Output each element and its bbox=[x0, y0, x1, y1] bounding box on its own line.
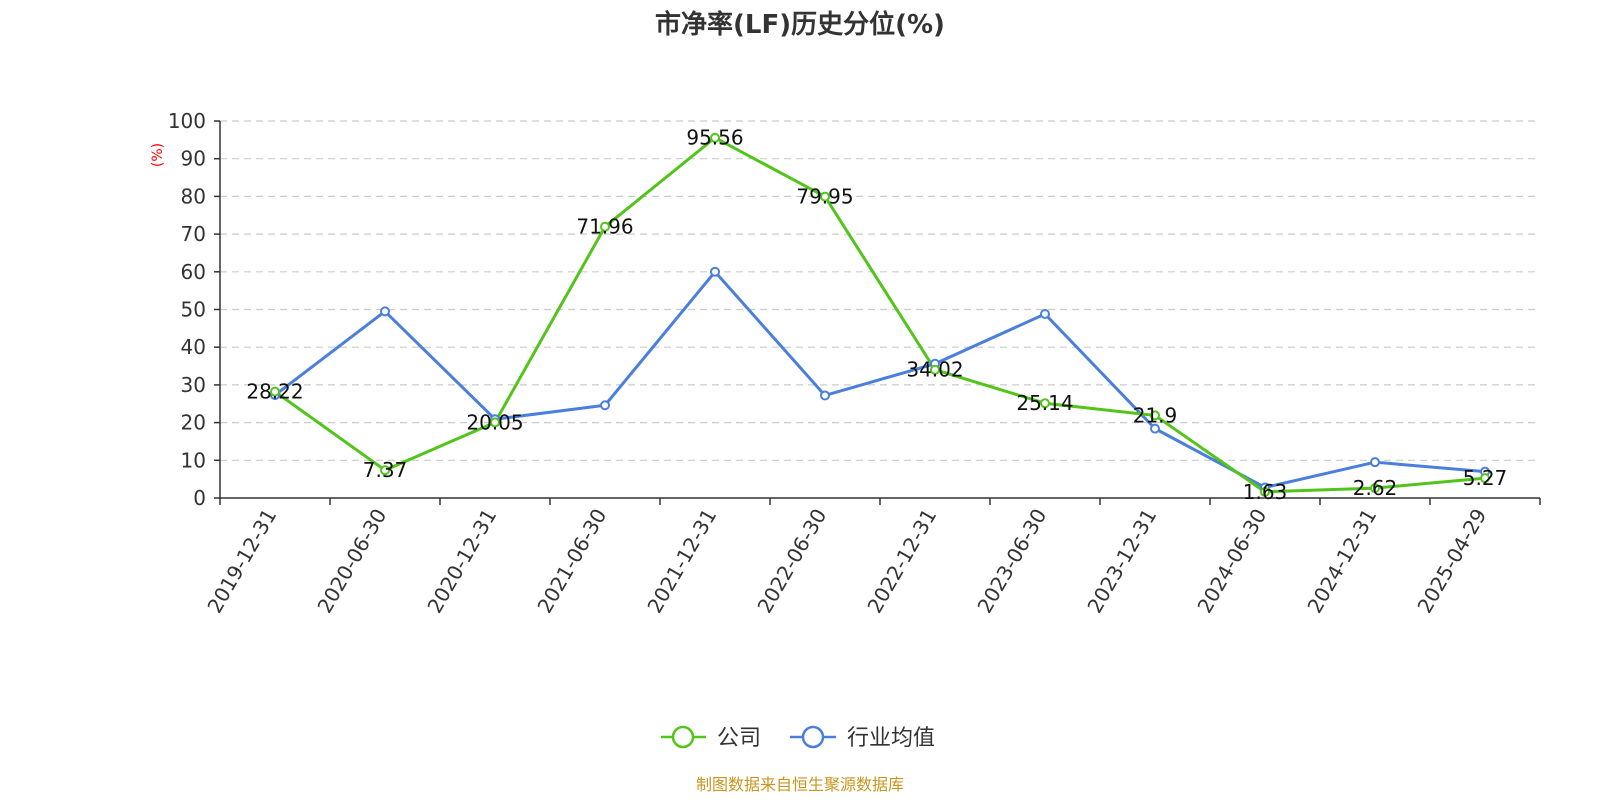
x-tick-label-2021-06-30: 2021-06-30 bbox=[532, 505, 611, 618]
y-axis-unit: (%) bbox=[150, 143, 166, 167]
series-1-point-10[interactable] bbox=[1370, 457, 1380, 468]
data-label-5: 79.95 bbox=[796, 185, 853, 209]
x-tick-label-2020-12-31: 2020-12-31 bbox=[422, 505, 501, 618]
series-1-point-3[interactable] bbox=[600, 400, 610, 411]
data-label-6: 34.02 bbox=[906, 358, 963, 382]
y-tick-label-20: 20 bbox=[181, 411, 206, 435]
data-labels: 28.22 7.37 20.05 71.96 95.56 79.95 34.02 25.14 2… bbox=[246, 126, 1507, 504]
x-tick-label-2023-06-30: 2023-06-30 bbox=[972, 505, 1051, 618]
chart-title: 市净率(LF)历史分位(%) bbox=[655, 9, 945, 40]
y-axis: 0 10 20 30 40 50 60 70 80 90 100 bbox=[168, 109, 221, 510]
legend-item-industry-avg[interactable]: 行业均值 bbox=[790, 725, 935, 751]
legend-industry-label: 行业均值 bbox=[847, 726, 935, 751]
series-1-point-4[interactable] bbox=[710, 266, 720, 277]
series-0-point-1[interactable] bbox=[380, 465, 390, 476]
series-0-point-5[interactable] bbox=[820, 191, 830, 202]
series-1-point-5[interactable] bbox=[820, 390, 830, 401]
y-tick-label-40: 40 bbox=[181, 335, 206, 359]
series-line-0 bbox=[274, 136, 1486, 494]
x-tick-label-2022-06-30: 2022-06-30 bbox=[752, 505, 831, 618]
series-0-point-2[interactable] bbox=[490, 417, 500, 428]
x-tick-label-2021-12-31: 2021-12-31 bbox=[642, 505, 721, 618]
y-tick-label-50: 50 bbox=[181, 298, 206, 322]
data-label-11: 5.27 bbox=[1463, 466, 1508, 490]
series-0-point-0[interactable] bbox=[270, 386, 280, 397]
legend-item-company[interactable]: 公司 bbox=[661, 725, 761, 751]
series-1-point-8[interactable] bbox=[1150, 423, 1160, 434]
y-tick-label-60: 60 bbox=[181, 260, 206, 284]
series-0-point-10[interactable] bbox=[1370, 483, 1380, 494]
series-0-point-3[interactable] bbox=[600, 221, 610, 232]
x-tick-label-2025-04-29: 2025-04-29 bbox=[1412, 505, 1491, 618]
x-tick-label-2019-12-31: 2019-12-31 bbox=[202, 505, 281, 618]
y-tick-label-70: 70 bbox=[181, 222, 206, 246]
y-tick-label-0: 0 bbox=[193, 486, 206, 510]
y-tick-label-100: 100 bbox=[168, 109, 206, 133]
series-0-point-11[interactable] bbox=[1480, 473, 1490, 484]
data-label-4: 95.56 bbox=[686, 126, 743, 150]
y-tick-label-10: 10 bbox=[181, 448, 206, 472]
x-tick-label-2023-12-31: 2023-12-31 bbox=[1082, 505, 1161, 618]
data-label-1: 7.37 bbox=[363, 458, 408, 482]
series-0-point-7[interactable] bbox=[1040, 398, 1050, 409]
legend-industry-marker bbox=[801, 725, 825, 749]
data-label-9: 1.63 bbox=[1243, 480, 1288, 504]
y-tick-label-90: 90 bbox=[181, 147, 206, 171]
x-tick-label-2024-12-31: 2024-12-31 bbox=[1302, 505, 1381, 618]
data-label-10: 2.62 bbox=[1353, 476, 1398, 500]
x-tick-label-2024-06-30: 2024-06-30 bbox=[1192, 505, 1271, 618]
legend-company-marker bbox=[671, 725, 695, 749]
series-1-point-7[interactable] bbox=[1040, 309, 1050, 320]
data-label-0: 28.22 bbox=[246, 380, 303, 404]
data-label-8: 21.9 bbox=[1133, 403, 1178, 427]
series-line-1 bbox=[274, 270, 1486, 489]
x-tick-label-2020-06-30: 2020-06-30 bbox=[312, 505, 391, 618]
series-0-point-4[interactable] bbox=[710, 132, 720, 143]
x-tick-label-2022-12-31: 2022-12-31 bbox=[862, 505, 941, 618]
grid-lines bbox=[220, 120, 1540, 461]
legend-company-label: 公司 bbox=[717, 726, 761, 751]
legend: 公司 行业均值 bbox=[661, 725, 935, 751]
source-note: 制图数据来自恒生聚源数据库 bbox=[696, 775, 904, 794]
x-axis: 2019-12-31 2020-06-30 2020-12-31 2021-06-30… bbox=[202, 497, 1541, 618]
series-0-point-8[interactable] bbox=[1150, 410, 1160, 421]
series-0-point-6[interactable] bbox=[930, 364, 940, 375]
series-0-point-9[interactable] bbox=[1260, 486, 1270, 497]
series-1-point-1[interactable] bbox=[380, 306, 390, 317]
y-tick-label-80: 80 bbox=[181, 184, 206, 208]
data-label-7: 25.14 bbox=[1016, 391, 1073, 415]
data-label-2: 20.05 bbox=[466, 410, 523, 434]
data-label-3: 71.96 bbox=[576, 215, 633, 239]
series-layer bbox=[270, 132, 1490, 497]
y-tick-label-30: 30 bbox=[181, 373, 206, 397]
